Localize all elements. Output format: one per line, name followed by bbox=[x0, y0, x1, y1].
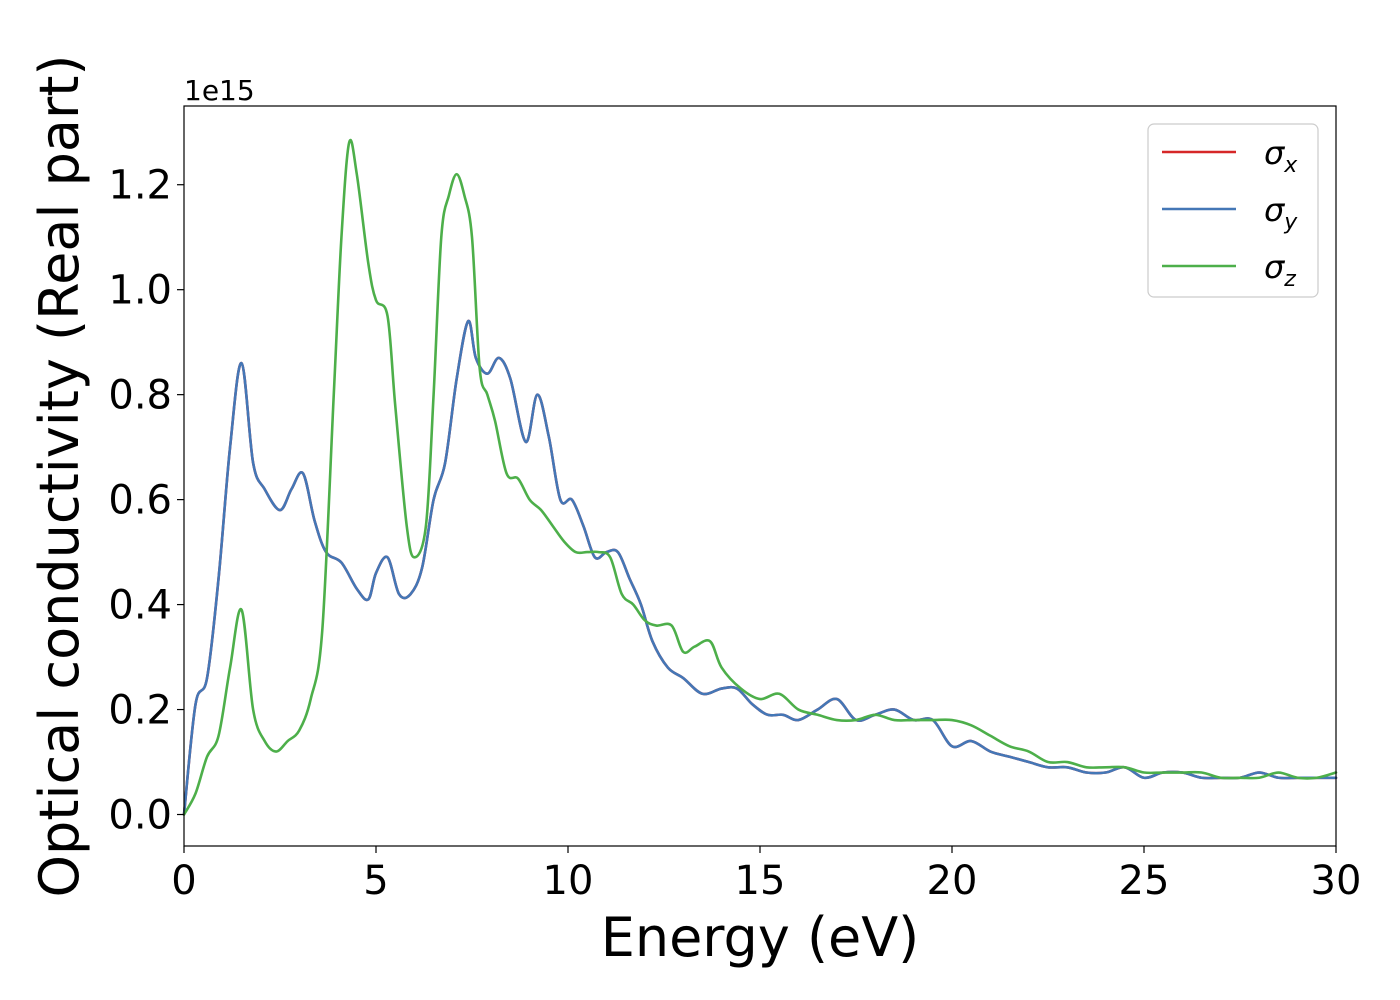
x-tick-label: 10 bbox=[543, 858, 594, 904]
x-tick-label: 0 bbox=[171, 858, 196, 904]
y-tick-label: 1.2 bbox=[108, 163, 172, 209]
legend-label-y: σy bbox=[1264, 191, 1298, 235]
y-tick-label: 1.0 bbox=[108, 268, 172, 314]
y-axis-title: Optical conductivity (Real part) bbox=[28, 55, 91, 898]
y-axis-ticks: 0.0 0.2 0.4 0.6 0.8 1.0 1.2 bbox=[108, 163, 184, 839]
x-tick-label: 30 bbox=[1311, 858, 1362, 904]
plot-background bbox=[184, 106, 1336, 846]
legend-label-x: σx bbox=[1264, 134, 1298, 178]
x-tick-label: 20 bbox=[927, 858, 978, 904]
legend-label-z: σz bbox=[1264, 248, 1296, 292]
y-tick-label: 0.0 bbox=[108, 793, 172, 839]
y-tick-label: 0.4 bbox=[108, 583, 172, 629]
series-layer bbox=[182, 138, 1338, 816]
legend: σx σy σz bbox=[1147, 123, 1319, 298]
series-line-y bbox=[182, 319, 1338, 816]
x-tick-label: 15 bbox=[735, 858, 786, 904]
y-tick-label: 0.6 bbox=[108, 478, 172, 524]
y-tick-label: 0.8 bbox=[108, 373, 172, 419]
legend-box bbox=[1147, 123, 1319, 298]
y-scale-label: 1e15 bbox=[184, 74, 255, 107]
y-tick-label: 0.2 bbox=[108, 688, 172, 734]
x-tick-label: 5 bbox=[363, 858, 388, 904]
x-axis-ticks: 0 5 10 15 20 25 30 bbox=[171, 846, 1361, 904]
series-line-z bbox=[182, 138, 1338, 816]
x-tick-label: 25 bbox=[1119, 858, 1170, 904]
x-axis-title: Energy (eV) bbox=[601, 906, 920, 969]
